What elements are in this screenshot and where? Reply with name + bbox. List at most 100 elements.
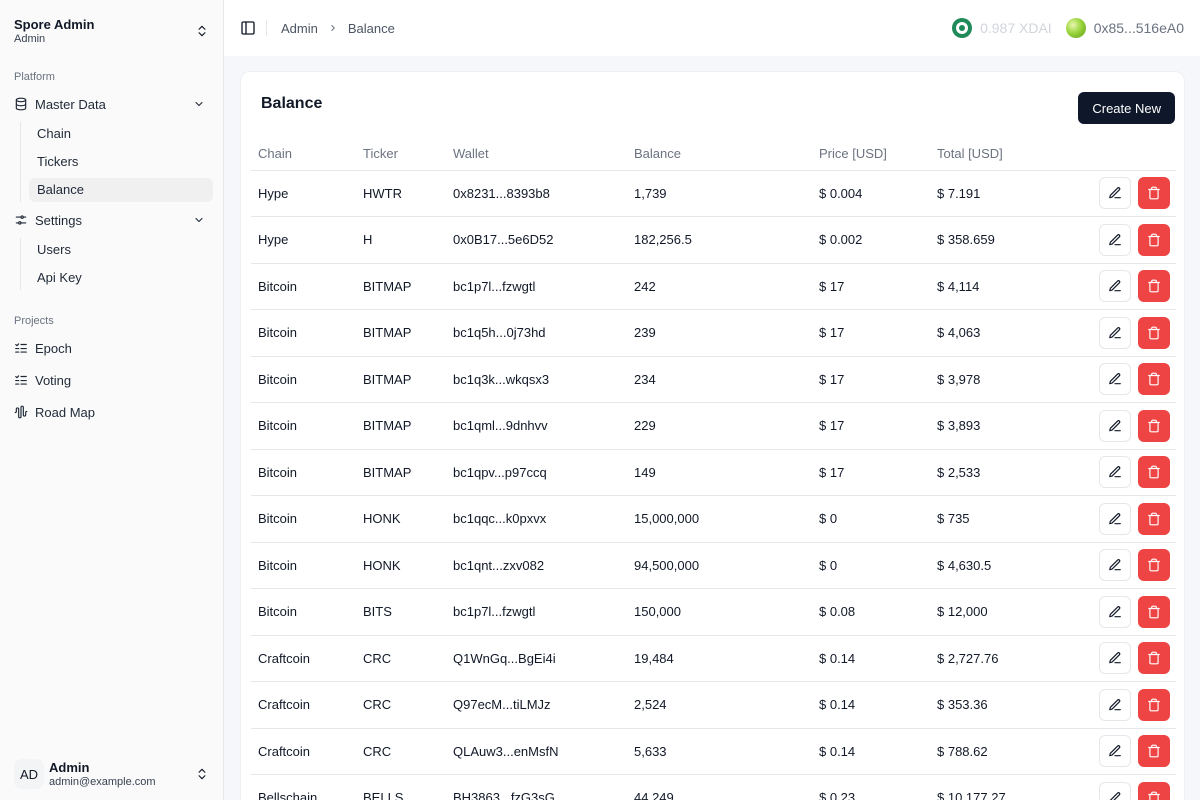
topbar-divider — [266, 20, 267, 36]
row-actions — [1060, 309, 1176, 357]
user-menu[interactable]: AD Admin admin@example.com — [0, 758, 223, 790]
edit-button[interactable] — [1099, 549, 1131, 582]
chevron-down-icon — [195, 101, 203, 107]
pencil-icon — [1108, 372, 1122, 386]
subnav-item-tickers[interactable]: Tickers — [37, 154, 79, 169]
delete-button[interactable] — [1138, 642, 1170, 675]
delete-button[interactable] — [1138, 177, 1170, 210]
delete-button[interactable] — [1138, 316, 1170, 349]
audio-waveform-icon — [14, 405, 28, 419]
nav-voting-label: Voting — [35, 372, 72, 388]
cell-chain: Craftcoin — [251, 635, 356, 682]
header-ticker[interactable]: Ticker — [356, 138, 446, 171]
nav-master-data[interactable]: Master Data — [10, 90, 213, 118]
wallet-address[interactable]: 0x85...516eA0 — [1065, 18, 1184, 38]
breadcrumb-balance: Balance — [347, 20, 395, 36]
cell-wallet: Q1WnGq...BgEi4i — [446, 635, 627, 682]
edit-button[interactable] — [1099, 642, 1131, 675]
header-price[interactable]: Price [USD] — [812, 138, 930, 171]
edit-button[interactable] — [1099, 781, 1131, 800]
table-row: Craftcoin CRC QLAuw3...enMsfN 5,633 $ 0.14 $ … — [251, 728, 1176, 775]
delete-button[interactable] — [1138, 502, 1170, 535]
table-body: Hype HWTR 0x8231...8393b8 1,739 $ 0.004 $ 7.1… — [251, 170, 1176, 800]
edit-button[interactable] — [1099, 502, 1131, 535]
cell-chain: Bitcoin — [251, 309, 356, 357]
nav-settings[interactable]: Settings — [10, 206, 213, 234]
header-total[interactable]: Total [USD] — [930, 138, 1060, 171]
edit-button[interactable] — [1099, 363, 1131, 396]
delete-button[interactable] — [1138, 363, 1170, 396]
header-balance[interactable]: Balance — [627, 138, 812, 171]
subnav-item-balance[interactable]: Balance — [29, 178, 213, 202]
edit-button[interactable] — [1099, 316, 1131, 349]
cell-balance: 2,524 — [627, 681, 812, 729]
edit-button[interactable] — [1099, 409, 1131, 442]
sidebar-toggle-icon[interactable] — [240, 20, 256, 36]
edit-button[interactable] — [1099, 223, 1131, 256]
nav-road-map[interactable]: Road Map — [10, 398, 213, 426]
header-wallet[interactable]: Wallet — [446, 138, 627, 171]
cell-chain: Craftcoin — [251, 681, 356, 729]
pencil-icon — [1108, 791, 1122, 800]
trash-icon — [1147, 279, 1161, 293]
delete-button[interactable] — [1138, 595, 1170, 628]
trash-icon — [1147, 233, 1161, 247]
platform-group-label: Platform — [14, 71, 55, 83]
edit-button[interactable] — [1099, 456, 1131, 489]
delete-button[interactable] — [1138, 735, 1170, 768]
edit-button[interactable] — [1099, 735, 1131, 768]
cell-price: $ 0.14 — [812, 681, 930, 729]
cell-wallet: bc1p7l...fzwgtl — [446, 263, 627, 310]
cell-wallet: Q97ecM...tiLMJz — [446, 681, 627, 729]
subnav-item-chain[interactable]: Chain — [37, 126, 71, 141]
cell-wallet: bc1p7l...fzwgtl — [446, 588, 627, 636]
user-name: Admin — [49, 759, 90, 775]
delete-button[interactable] — [1138, 270, 1170, 303]
edit-button[interactable] — [1099, 270, 1131, 303]
table-row: Bitcoin BITMAP bc1p7l...fzwgtl 242 $ 17 $ 4,1… — [251, 263, 1176, 310]
trash-icon — [1147, 419, 1161, 433]
nav-road-map-label: Road Map — [35, 404, 95, 420]
row-actions — [1060, 728, 1176, 775]
card-header: Balance Create New — [241, 72, 1184, 138]
row-actions — [1060, 774, 1176, 800]
chevron-right-icon — [328, 23, 338, 33]
cell-balance: 242 — [627, 263, 812, 310]
cell-balance: 229 — [627, 402, 812, 450]
delete-button[interactable] — [1138, 409, 1170, 442]
cell-ticker: CRC — [356, 681, 446, 729]
cell-balance: 150,000 — [627, 588, 812, 636]
projects-group-label: Projects — [14, 315, 54, 327]
nav-epoch[interactable]: Epoch — [10, 334, 213, 362]
cell-ticker: BITS — [356, 588, 446, 636]
nav-voting[interactable]: Voting — [10, 366, 213, 394]
delete-button[interactable] — [1138, 223, 1170, 256]
cell-balance: 19,484 — [627, 635, 812, 682]
subnav-item-users[interactable]: Users — [37, 242, 71, 257]
subnav-item-api-key[interactable]: Api Key — [37, 270, 82, 285]
master-data-subnav: Chain Tickers Balance — [20, 122, 213, 202]
balance-table: Chain Ticker Wallet Balance Price [USD] … — [251, 138, 1176, 800]
delete-button[interactable] — [1138, 781, 1170, 800]
cell-balance: 1,739 — [627, 170, 812, 217]
cell-chain: Bitcoin — [251, 449, 356, 496]
cell-ticker: BELLS — [356, 774, 446, 800]
breadcrumb-admin[interactable]: Admin — [281, 20, 318, 36]
cell-ticker: CRC — [356, 728, 446, 775]
cell-chain: Bitcoin — [251, 356, 356, 403]
trash-icon — [1147, 605, 1161, 619]
cell-price: $ 17 — [812, 309, 930, 357]
cell-ticker: BITMAP — [356, 309, 446, 357]
edit-button[interactable] — [1099, 595, 1131, 628]
edit-button[interactable] — [1099, 688, 1131, 721]
header-chain[interactable]: Chain — [251, 138, 356, 171]
delete-button[interactable] — [1138, 688, 1170, 721]
balance-card: Balance Create New Chain Ticker Wallet B… — [240, 71, 1185, 800]
team-switcher[interactable]: Spore Admin Admin — [0, 0, 223, 48]
delete-button[interactable] — [1138, 456, 1170, 489]
table-row: Bellschain BELLS BH3863...fzG3sG 44,249 $ 0.… — [251, 774, 1176, 800]
edit-button[interactable] — [1099, 177, 1131, 210]
delete-button[interactable] — [1138, 549, 1170, 582]
cell-balance: 149 — [627, 449, 812, 496]
create-new-button[interactable]: Create New — [1078, 92, 1175, 124]
